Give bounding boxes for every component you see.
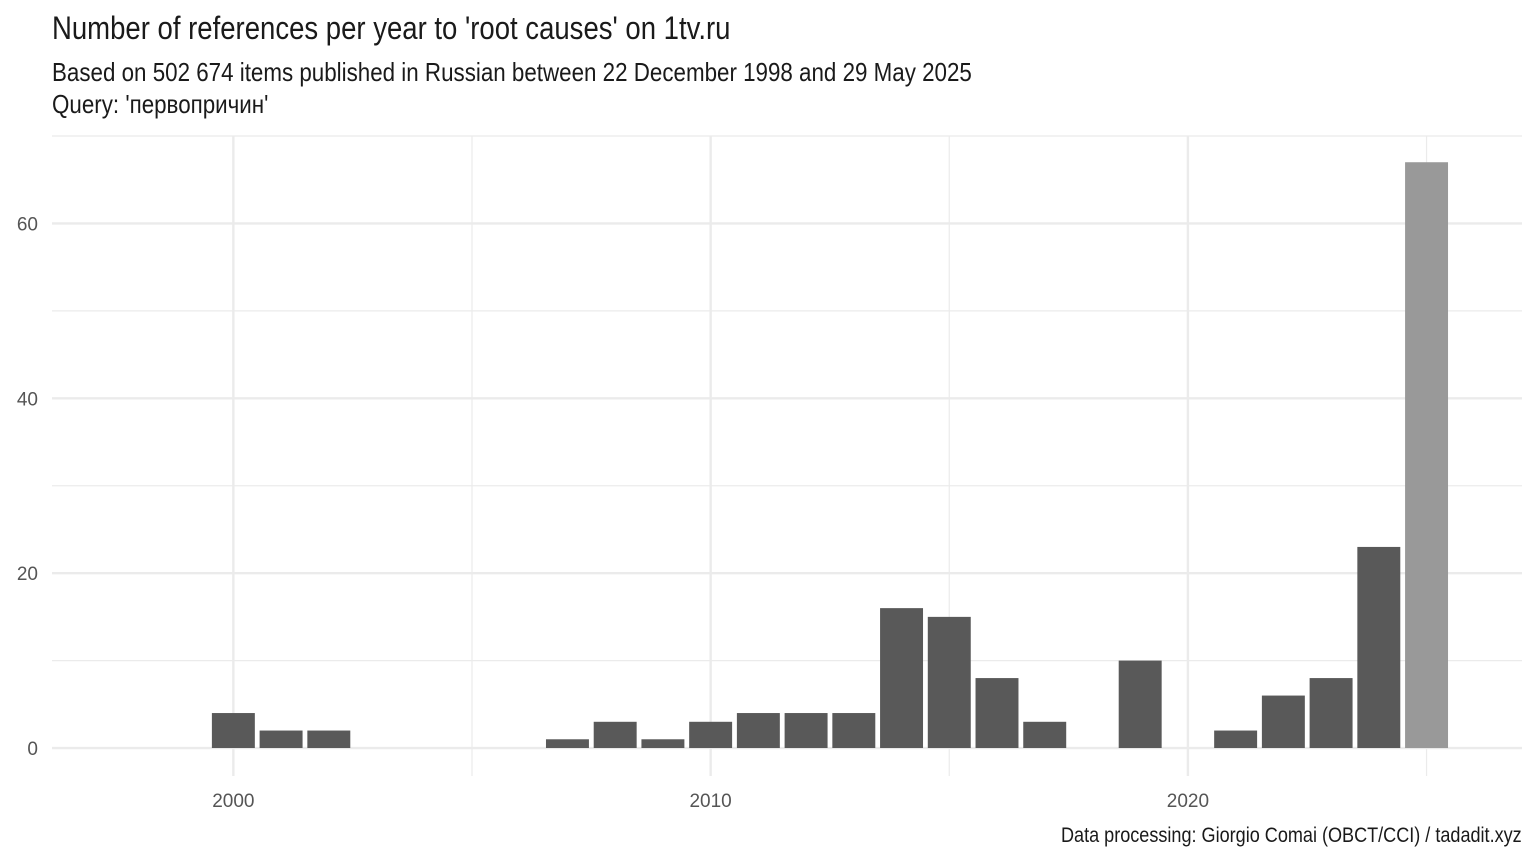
bar-2007 xyxy=(545,739,589,749)
chart-subtitle-line-1: Based on 502 674 items published in Russ… xyxy=(52,57,972,87)
y-tick-label: 60 xyxy=(17,214,38,235)
bar-2023 xyxy=(1309,678,1353,749)
bar-2025 xyxy=(1405,162,1449,749)
bar-2022 xyxy=(1261,695,1305,749)
x-tick-label: 2020 xyxy=(1167,791,1209,812)
bar-2013 xyxy=(832,713,876,749)
bar-2008 xyxy=(593,721,637,749)
bar-2016 xyxy=(975,678,1019,749)
bar-2021 xyxy=(1214,730,1258,749)
bar-2011 xyxy=(736,713,780,749)
bar-2019 xyxy=(1118,660,1162,749)
bar-2009 xyxy=(641,739,685,749)
bar-2017 xyxy=(1023,721,1067,749)
x-tick-label: 2010 xyxy=(689,791,731,812)
y-tick-label: 20 xyxy=(17,564,38,585)
bar-2012 xyxy=(784,713,828,749)
bar-2015 xyxy=(927,616,971,749)
chart-subtitle-line-2: Query: 'первопричин' xyxy=(52,89,269,119)
chart-caption: Data processing: Giorgio Comai (OBCT/CCI… xyxy=(1061,824,1522,847)
x-tick-label: 2000 xyxy=(212,791,254,812)
y-tick-label: 0 xyxy=(27,739,38,760)
bar-2000 xyxy=(211,713,255,749)
chart-title: Number of references per year to 'root c… xyxy=(52,10,731,46)
bar-2002 xyxy=(307,730,351,749)
bar-2001 xyxy=(259,730,303,749)
bar-2014 xyxy=(880,608,924,749)
bar-2024 xyxy=(1357,546,1401,749)
y-tick-label: 40 xyxy=(17,389,38,410)
bar-2010 xyxy=(689,721,733,749)
